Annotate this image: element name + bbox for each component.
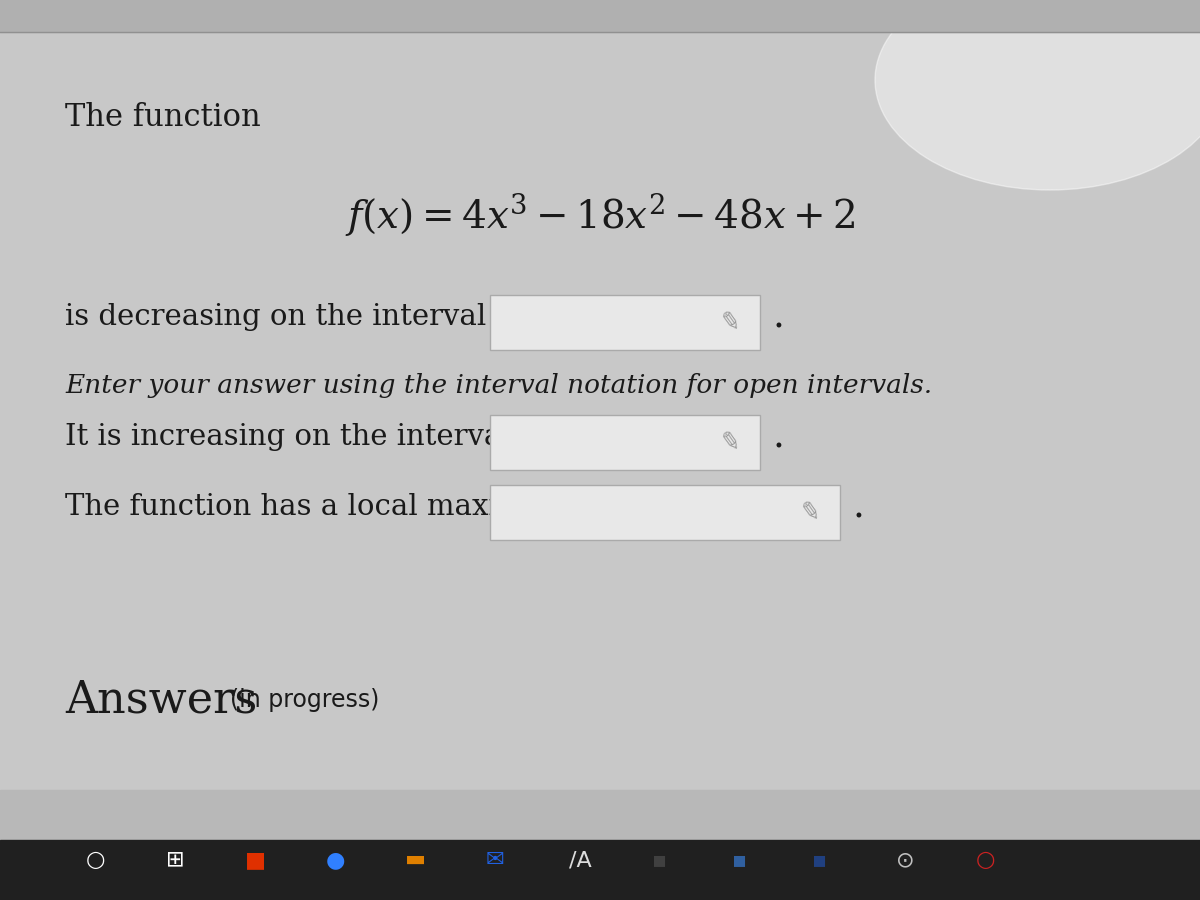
Text: The function: The function — [65, 103, 260, 133]
Text: ▪: ▪ — [653, 850, 667, 870]
Text: .: . — [772, 299, 784, 335]
Text: ✎: ✎ — [718, 309, 743, 336]
Text: .: . — [772, 419, 784, 455]
Text: ○: ○ — [85, 850, 104, 870]
Text: (in progress): (in progress) — [230, 688, 379, 712]
Text: ✎: ✎ — [718, 429, 743, 456]
Text: The function has a local maximum at: The function has a local maximum at — [65, 493, 610, 521]
Text: ■: ■ — [245, 850, 265, 870]
Text: It is increasing on the interval(s): It is increasing on the interval(s) — [65, 423, 548, 452]
Bar — [490, 485, 840, 540]
Text: $f(x) = 4x^3 - 18x^2 - 48x + 2$: $f(x) = 4x^3 - 18x^2 - 48x + 2$ — [344, 192, 856, 238]
Text: ▬: ▬ — [404, 850, 426, 870]
Text: ▪: ▪ — [812, 850, 828, 870]
Text: Answers: Answers — [65, 679, 257, 722]
Text: ✉: ✉ — [486, 850, 504, 870]
Text: ✎: ✎ — [798, 499, 822, 526]
Bar — [490, 415, 760, 470]
Text: ○: ○ — [976, 850, 995, 870]
Text: ⊞: ⊞ — [166, 850, 185, 870]
Text: /A: /A — [569, 850, 592, 870]
Text: ●: ● — [325, 850, 344, 870]
Bar — [0, 0, 1200, 32]
Bar — [0, 840, 1200, 900]
Text: Enter your answer using the interval notation for open intervals.: Enter your answer using the interval not… — [65, 374, 932, 399]
Text: ⊙: ⊙ — [895, 850, 914, 870]
Text: is decreasing on the interval: is decreasing on the interval — [65, 303, 486, 331]
Text: ▪: ▪ — [732, 850, 748, 870]
Bar — [0, 790, 1200, 900]
Text: .: . — [852, 489, 864, 525]
Ellipse shape — [875, 0, 1200, 190]
Bar — [490, 295, 760, 350]
